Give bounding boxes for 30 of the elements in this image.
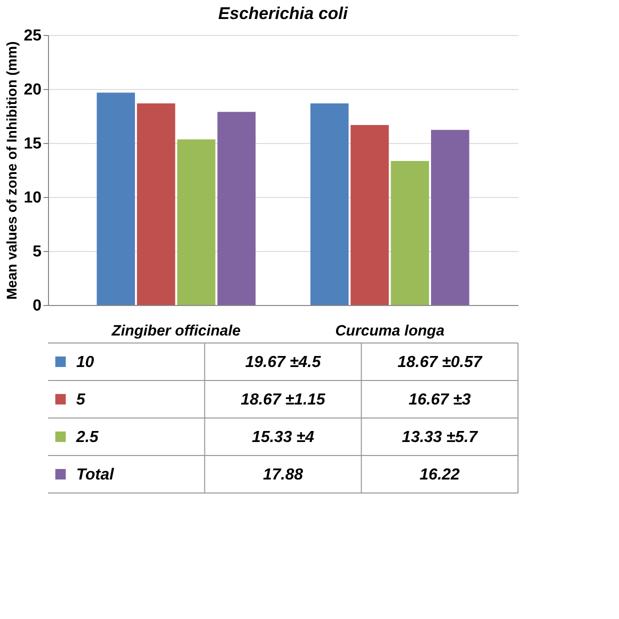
y-tick-label: 0 (32, 298, 42, 314)
bar (177, 139, 216, 305)
legend-label: 5 (76, 391, 86, 408)
data-label: 13.33 ±5.7 (402, 428, 479, 446)
x-tick-label: Zingiber officinale (110, 322, 241, 340)
y-tick-label: 15 (24, 136, 42, 152)
legend-label: 10 (76, 354, 94, 371)
legend-label: Total (76, 466, 114, 484)
data-label: 18.67 ±0.57 (397, 354, 483, 371)
data-label: 16.22 (420, 466, 460, 484)
data-label: 15.33 ±4 (252, 428, 314, 446)
y-tick-label: 20 (24, 82, 42, 98)
legend-label: 2.5 (75, 428, 100, 446)
bar (431, 130, 470, 305)
bar (217, 112, 256, 305)
data-label: 16.67 ±3 (408, 391, 471, 408)
y-tick-label: 5 (32, 244, 42, 260)
chart-title: Escherichia coli (218, 4, 349, 23)
bar (310, 103, 349, 305)
data-label: 17.88 (262, 466, 304, 484)
data-label: 18.67 ±1.15 (240, 391, 326, 408)
data-label: 19.67 ±4.5 (245, 354, 322, 371)
bar (136, 103, 176, 305)
y-tick-label: 10 (24, 190, 42, 206)
y-axis-title: Mean values of zone of Inhibition (mm) (4, 41, 20, 300)
y-tick-label: 25 (24, 28, 42, 44)
bar (350, 124, 389, 305)
bar (96, 92, 135, 305)
x-tick-label: Curcuma longa (335, 322, 444, 340)
bar (390, 161, 430, 305)
